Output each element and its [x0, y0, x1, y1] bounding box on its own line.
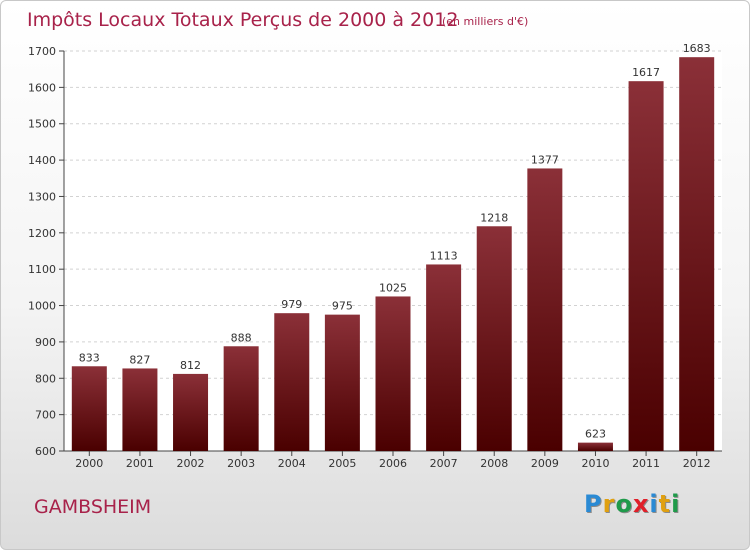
data-label: 1113	[430, 249, 458, 262]
logo-letter: P	[584, 490, 603, 518]
bar-2010	[577, 442, 613, 451]
x-tick-label: 2002	[177, 457, 205, 470]
y-tick-label: 700	[35, 409, 56, 422]
logo-letter: x	[632, 490, 650, 518]
data-label: 1377	[531, 153, 559, 166]
town-name: GAMBSHEIM	[34, 496, 152, 518]
bar-2005	[324, 314, 360, 451]
x-tick-label: 2006	[379, 457, 407, 470]
y-tick-label: 800	[35, 372, 56, 385]
bar-2003	[223, 346, 259, 451]
bar-2007	[426, 264, 462, 451]
x-tick-label: 2009	[531, 457, 559, 470]
data-label: 1683	[683, 42, 711, 55]
chart-subtitle: (en milliers d'€)	[442, 15, 529, 28]
y-tick-label: 1000	[28, 300, 56, 313]
bar-2001	[122, 368, 158, 451]
data-label: 888	[231, 331, 252, 344]
y-tick-label: 1700	[28, 45, 56, 58]
x-tick-label: 2000	[75, 457, 103, 470]
x-tick-label: 2011	[632, 457, 660, 470]
logo-letter: i	[649, 490, 659, 518]
data-label: 833	[79, 351, 100, 364]
y-tick-label: 1600	[28, 81, 56, 94]
x-tick-label: 2007	[430, 457, 458, 470]
bar-2002	[173, 373, 209, 451]
y-tick-label: 1300	[28, 190, 56, 203]
data-label: 827	[129, 353, 150, 366]
x-tick-label: 2001	[126, 457, 154, 470]
data-label: 1218	[480, 211, 508, 224]
x-tick-label: 2005	[328, 457, 356, 470]
data-label: 975	[332, 300, 353, 313]
y-tick-label: 600	[35, 445, 56, 458]
chart-title: Impôts Locaux Totaux Perçus de 2000 à 20…	[27, 9, 459, 31]
logo-letter: r	[602, 490, 616, 518]
data-label: 623	[585, 428, 606, 441]
data-label: 979	[281, 298, 302, 311]
x-tick-label: 2004	[278, 457, 306, 470]
x-tick-label: 2012	[683, 457, 711, 470]
x-tick-label: 2010	[581, 457, 609, 470]
x-tick-label: 2003	[227, 457, 255, 470]
proxiti-logo: Proxiti	[584, 490, 680, 518]
bar-2009	[527, 168, 563, 452]
data-label: 812	[180, 359, 201, 372]
data-label: 1025	[379, 281, 407, 294]
y-tick-label: 1500	[28, 118, 56, 131]
y-tick-label: 1200	[28, 227, 56, 240]
labels: 600 700 800 900 1000 1100 1200 1300 1400 1500 1600…	[28, 42, 711, 470]
bar-2008	[476, 226, 512, 451]
y-tick-label: 900	[35, 336, 56, 349]
bar-2004	[274, 313, 310, 451]
y-tick-label: 1100	[28, 263, 56, 276]
bar-2000	[71, 366, 107, 451]
x-tick-label: 2008	[480, 457, 508, 470]
bar-2006	[375, 296, 411, 451]
logo-letter: o	[615, 490, 633, 518]
bar-2012	[679, 57, 715, 451]
y-tick-label: 1400	[28, 154, 56, 167]
bar-2011	[628, 81, 664, 451]
logo-letter: i	[671, 490, 681, 518]
data-label: 1617	[632, 66, 660, 79]
logo-letter: t	[658, 490, 672, 518]
bars	[71, 57, 715, 452]
